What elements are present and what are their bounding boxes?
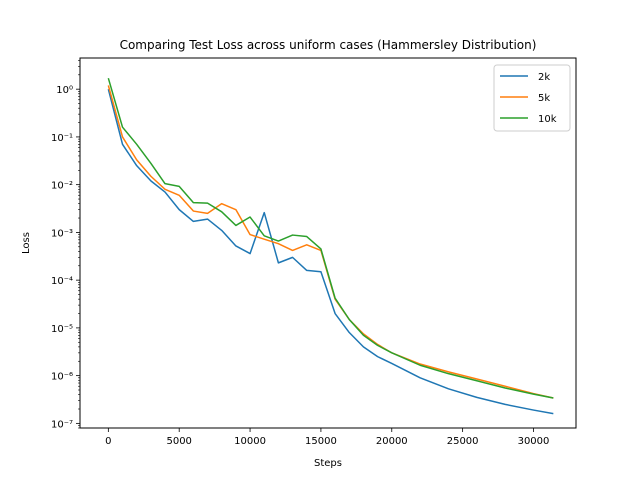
x-axis-ticks: 0 5000 10000 15000 20000 25000 30000	[105, 428, 549, 447]
y-tick-label: 10⁻⁵	[51, 324, 73, 335]
y-tick-label: 10⁻²	[51, 181, 73, 192]
y-tick-label: 10⁻⁷	[51, 419, 73, 430]
y-axis-ticks: 10⁻⁷ 10⁻⁶ 10⁻⁵ 10⁻⁴ 10⁻³ 10⁻² 10⁻¹ 10⁰	[51, 60, 80, 430]
legend: 2k 5k 10k	[493, 64, 571, 132]
legend-label-5k: 5k	[538, 93, 550, 104]
y-tick-label: 10⁻¹	[51, 133, 73, 144]
y-tick-label: 10⁰	[56, 85, 73, 96]
x-tick-label: 20000	[376, 436, 408, 447]
x-tick-label: 25000	[447, 436, 479, 447]
series-line-10k	[107, 77, 554, 399]
y-tick-label: 10⁻³	[51, 228, 73, 239]
x-axis-title: Steps	[314, 458, 342, 469]
x-tick-label: 5000	[166, 436, 191, 447]
x-tick-label: 15000	[305, 436, 337, 447]
x-tick-label: 10000	[234, 436, 266, 447]
legend-label-2k: 2k	[538, 72, 550, 83]
plot-lines	[107, 77, 554, 415]
series-line-2k	[107, 89, 554, 415]
x-tick-label: 0	[105, 436, 111, 447]
y-axis-title: Loss	[21, 232, 32, 254]
x-tick-label: 30000	[518, 436, 550, 447]
legend-label-10k: 10k	[538, 114, 557, 125]
series-line-5k	[107, 85, 554, 399]
legend-box	[493, 64, 571, 132]
y-tick-label: 10⁻⁴	[51, 276, 73, 287]
y-tick-label: 10⁻⁶	[51, 372, 73, 383]
chart-title: Comparing Test Loss across uniform cases…	[120, 38, 537, 52]
